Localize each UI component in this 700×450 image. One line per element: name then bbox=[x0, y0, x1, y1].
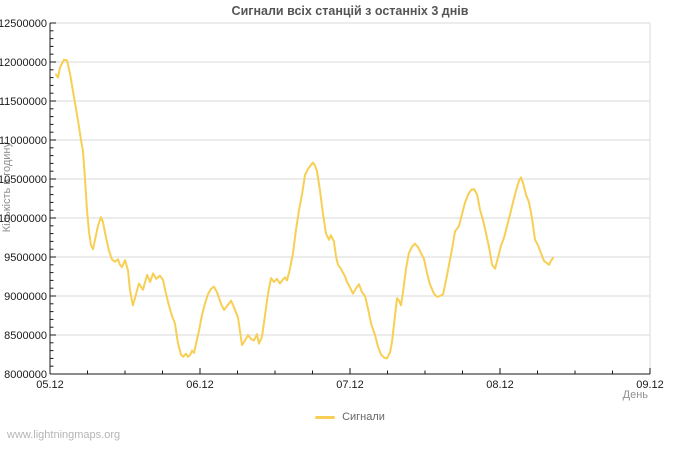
x-tick-label: 07.12 bbox=[336, 379, 364, 391]
x-tick-label: 09.12 bbox=[636, 379, 664, 391]
x-tick-label: 05.12 bbox=[36, 379, 64, 391]
x-axis-title: День bbox=[622, 389, 648, 401]
legend-label: Сигнали bbox=[342, 411, 385, 423]
y-tick-label: 12000000 bbox=[0, 57, 47, 69]
watermark-link[interactable]: www.lightningmaps.org bbox=[7, 429, 121, 441]
y-tick-label: 8500000 bbox=[4, 330, 47, 342]
y-tick-label: 10000000 bbox=[0, 213, 47, 225]
chart-title: Сигнали всіх станцій з останніх 3 днів bbox=[231, 4, 469, 18]
y-tick-label: 10500000 bbox=[0, 174, 47, 186]
y-tick-label: 8000000 bbox=[4, 369, 47, 381]
y-tick-label: 12500000 bbox=[0, 18, 47, 30]
y-tick-label: 11500000 bbox=[0, 96, 47, 108]
y-tick-label: 11000000 bbox=[0, 135, 47, 147]
y-tick-label: 9000000 bbox=[4, 291, 47, 303]
legend: Сигнали bbox=[0, 411, 700, 423]
legend-line-swatch bbox=[315, 415, 336, 419]
x-tick-label: 08.12 bbox=[486, 379, 514, 391]
data-line-signals bbox=[55, 58, 554, 360]
x-tick-label: 06.12 bbox=[186, 379, 214, 391]
y-tick-label: 9500000 bbox=[4, 252, 47, 264]
